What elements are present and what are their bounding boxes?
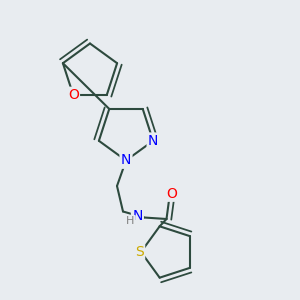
Text: O: O	[167, 187, 177, 200]
Text: O: O	[68, 88, 79, 102]
Text: N: N	[132, 209, 142, 223]
Text: H: H	[126, 216, 135, 226]
Text: N: N	[148, 134, 158, 148]
Text: S: S	[135, 245, 144, 259]
Text: N: N	[121, 154, 131, 167]
